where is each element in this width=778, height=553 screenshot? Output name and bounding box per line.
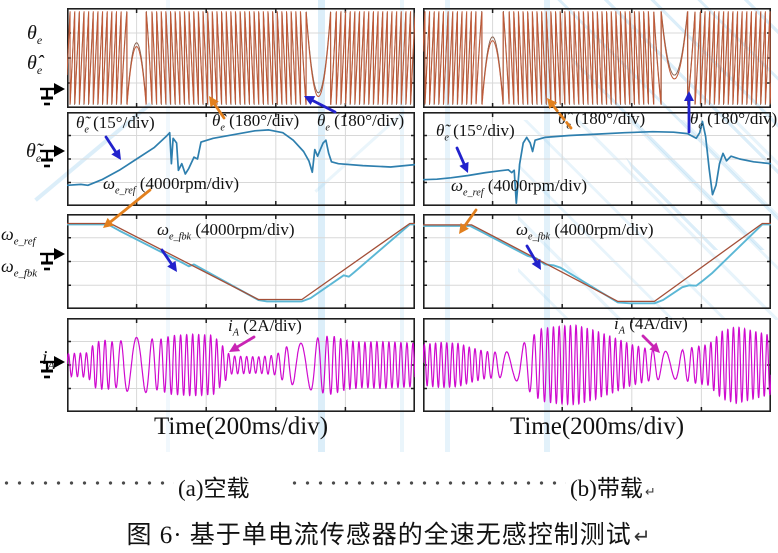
panel-b-angle-error <box>423 112 771 206</box>
annotation-current-scale-a: iA (2A/div) <box>228 316 302 339</box>
panel-a-phase-current <box>67 318 415 412</box>
figure-caption: 图 6· 基于单电流传感器的全速无感控制测试 ↵ <box>126 522 652 549</box>
time-axis-label-b: Time(200ms/div) <box>509 413 685 440</box>
annotation-theta-scale-b: θe (180°/div) <box>690 109 778 132</box>
annotation-theta-err-scale-a: θ̃e (15°/div) <box>76 113 155 136</box>
annotation-theta-hat-scale-a: θ̂e (180°/div) <box>212 111 300 134</box>
annotation-theta-err-scale-b: θ̃e (15°/div) <box>436 121 515 144</box>
axis-label-omega-fbk: ωe_fbk <box>1 256 38 280</box>
annotation-speed-ref-scale-b: ωe_ref (4000rpm/div) <box>451 176 587 199</box>
panel-b-phase-current <box>423 318 771 412</box>
dotted-leader <box>288 477 566 489</box>
paragraph-return-mark: ↵ <box>633 524 652 548</box>
ground-reference-icon <box>40 83 65 106</box>
annotation-theta-scale-a: θe (180°/div) <box>317 111 405 134</box>
panel-a-rotor-angle <box>67 8 415 108</box>
panel-b-rotor-angle <box>423 8 771 108</box>
paragraph-return-mark: ↵ <box>644 485 656 500</box>
ground-reference-icon <box>40 356 65 379</box>
annotation-speed-fbk-scale-b: ωe_fbk (4000rpm/div) <box>516 220 654 243</box>
ground-reference-icon <box>40 248 65 271</box>
subcaption-a: (a)空载 <box>178 476 250 501</box>
annotation-theta-hat-scale-b: θ̂e (180°/div) <box>558 109 646 132</box>
axis-label-theta-e-tilde: θ̃e <box>26 140 42 165</box>
subcaption-b: (b)带载 ↵ <box>570 476 656 501</box>
axis-label-theta-e-hat: θ̂e <box>27 52 43 77</box>
annotation-current-scale-b: iA (4A/div) <box>614 314 688 337</box>
axis-label-ia: iA <box>42 347 55 372</box>
axis-label-theta-e: θe <box>27 22 43 47</box>
dotted-leader <box>0 477 174 489</box>
annotation-speed-ref-scale-a: ωe_ref (4000rpm/div) <box>103 174 239 197</box>
ground-reference-icon <box>40 145 65 168</box>
axis-label-omega-ref: ωe_ref <box>1 224 36 248</box>
annotation-speed-fbk-scale-a: ωe_fbk (4000rpm/div) <box>157 220 295 243</box>
time-axis-label-a: Time(200ms/div) <box>153 413 329 440</box>
